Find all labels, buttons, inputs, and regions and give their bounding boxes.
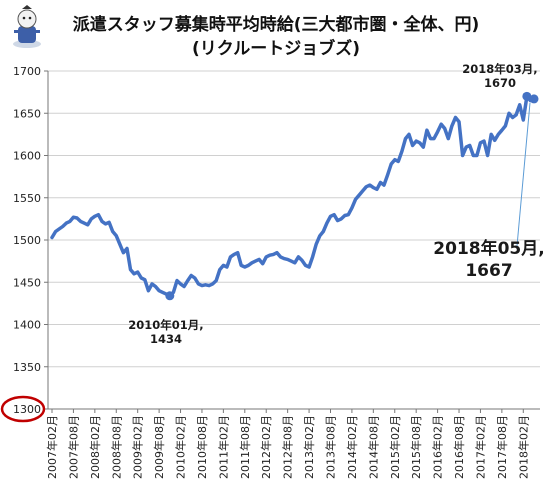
y-tick-label: 1600 — [13, 150, 41, 163]
y-tick-label: 1300 — [13, 403, 41, 416]
series-line — [50, 94, 536, 298]
peak-annotation: 2018年03月, 1670 — [454, 62, 546, 91]
y-tick-label: 1400 — [13, 319, 41, 332]
x-tick-label: 2010年08月 — [195, 415, 209, 479]
x-tick-label: 2016年08月 — [452, 415, 466, 479]
min-point — [165, 291, 175, 301]
x-tick-label: 2013年02月 — [302, 415, 316, 479]
x-tick-label: 2013年08月 — [323, 415, 337, 479]
x-tick-label: 2010年02月 — [174, 415, 188, 479]
x-tick-label: 2011年08月 — [238, 415, 252, 479]
y-tick-label: 1650 — [13, 107, 41, 120]
x-tick-label: 2017年02月 — [473, 415, 487, 479]
y-tick-label: 1500 — [13, 234, 41, 247]
x-tick-label: 2014年02月 — [345, 415, 359, 479]
x-tick-label: 2017年08月 — [495, 415, 509, 479]
peak-annotation-date: 2018年03月, — [462, 62, 538, 76]
x-tick-label: 2007年08月 — [66, 415, 80, 479]
last-point — [529, 94, 539, 104]
x-tick-label: 2015年08月 — [409, 415, 423, 479]
x-tick-label: 2012年02月 — [259, 415, 273, 479]
chart-subtitle: (リクルートジョブズ) — [191, 39, 361, 59]
y-tick-label: 1350 — [13, 361, 41, 374]
x-tick-label: 2011年02月 — [216, 415, 230, 479]
x-tick-label: 2009年08月 — [152, 415, 166, 479]
y-tick-label: 1450 — [13, 276, 41, 289]
last-annotation-value: 1667 — [465, 261, 513, 282]
last-annotation-date: 2018年05月, — [433, 239, 545, 259]
x-tick-label: 2007年02月 — [45, 415, 59, 479]
x-tick-label: 2016年02月 — [431, 415, 445, 479]
last-annotation: 2018年05月, 1667 — [430, 238, 548, 282]
y-tick-label: 1550 — [13, 192, 41, 205]
axis-floor-highlight — [0, 395, 46, 423]
mascot-logo-icon — [13, 5, 41, 48]
min-annotation-date: 2010年01月, — [128, 318, 204, 332]
y-tick-label: 1700 — [13, 65, 41, 78]
x-tick-label: 2008年02月 — [88, 415, 102, 479]
x-tick-label: 2008年08月 — [109, 415, 123, 479]
x-tick-label: 2014年08月 — [366, 415, 380, 479]
x-tick-label: 2012年08月 — [281, 415, 295, 479]
chart-title: 派遣スタッフ募集時平均時給(三大都市圏・全体、円) — [72, 15, 480, 35]
min-annotation: 2010年01月, 1434 — [118, 318, 214, 347]
peak-annotation-value: 1670 — [483, 76, 516, 91]
min-annotation-value: 1434 — [149, 332, 182, 347]
peak-point — [522, 91, 532, 101]
x-tick-label: 2009年02月 — [131, 415, 145, 479]
x-tick-label: 2015年02月 — [388, 415, 402, 479]
last-leader-line — [516, 102, 531, 247]
x-tick-label: 2018年02月 — [516, 415, 530, 479]
